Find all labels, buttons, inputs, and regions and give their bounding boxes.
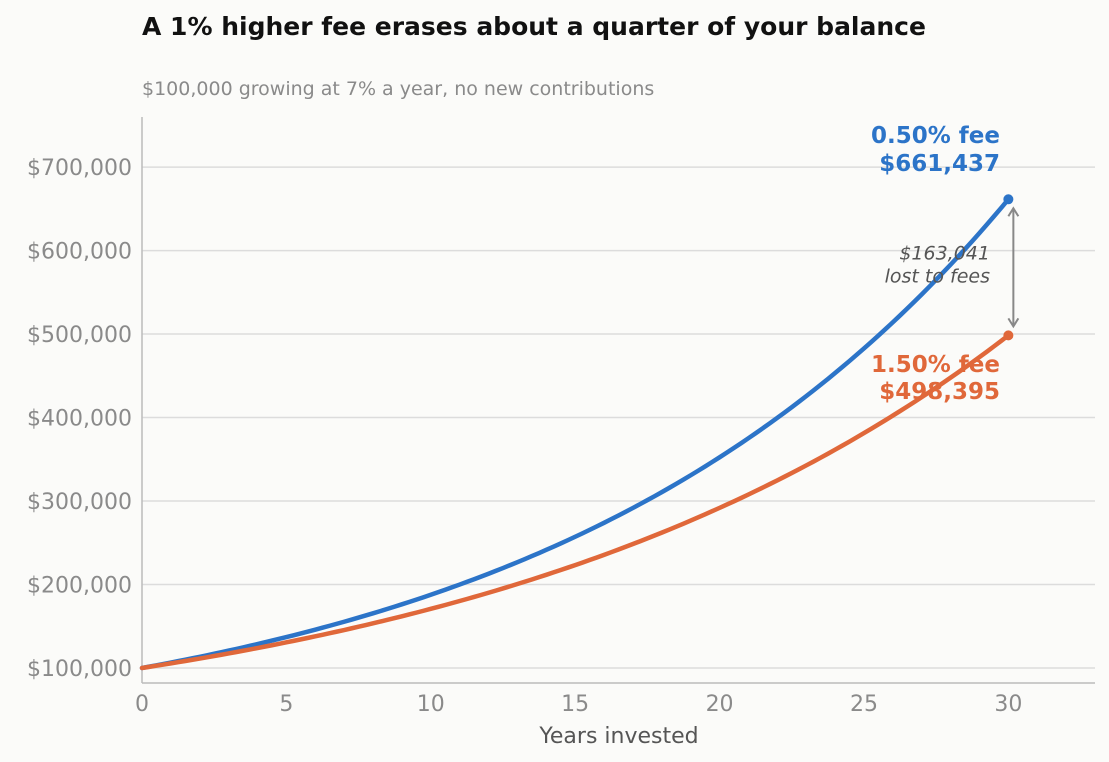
series-lines (139, 194, 1014, 671)
y-tick-label: $700,000 (27, 156, 132, 181)
series-value-label: $498,395 (879, 379, 1000, 405)
series-end-point (1003, 194, 1014, 205)
series-end-labels: 0.50% fee$661,437 1.50% fee$498,395 (871, 123, 1000, 405)
series-line (139, 197, 1011, 671)
y-tick-label: $500,000 (27, 323, 132, 348)
y-tick-label: $100,000 (27, 657, 132, 682)
x-tick-label: 15 (561, 692, 589, 717)
series-end-point (1003, 330, 1014, 341)
gap-amount-label: $163,041 (899, 242, 990, 264)
y-tick-label: $400,000 (27, 407, 132, 432)
x-tick-label: 30 (994, 692, 1022, 717)
chart-title: A 1% higher fee erases about a quarter o… (142, 12, 926, 41)
x-tick-label: 25 (850, 692, 878, 717)
x-tick-labels: 0 5 10 15 20 25 30 (135, 692, 1022, 717)
series-name-label: 1.50% fee (871, 352, 1000, 378)
gap-arrow-head-bottom (1007, 317, 1020, 329)
y-tick-label: $200,000 (27, 573, 132, 598)
gap-description-label: lost to fees (885, 265, 990, 287)
x-tick-label: 0 (135, 692, 149, 717)
series-name-label: 0.50% fee (871, 123, 1000, 149)
x-axis-label: Years invested (538, 724, 698, 749)
x-tick-label: 5 (279, 692, 293, 717)
x-tick-label: 10 (417, 692, 445, 717)
gridlines (142, 166, 1095, 669)
series-line (139, 333, 1011, 671)
y-tick-labels: $100,000 $200,000 $300,000 $400,000 $500,000… (27, 156, 132, 682)
gap-arrow-head-top (1007, 206, 1020, 217)
x-tick-label: 20 (706, 692, 734, 717)
chart-subtitle: $100,000 growing at 7% a year, no new co… (142, 78, 654, 100)
axes (141, 117, 1095, 684)
y-tick-label: $600,000 (27, 240, 132, 265)
series-value-label: $661,437 (879, 151, 1000, 177)
y-tick-label: $300,000 (27, 490, 132, 515)
